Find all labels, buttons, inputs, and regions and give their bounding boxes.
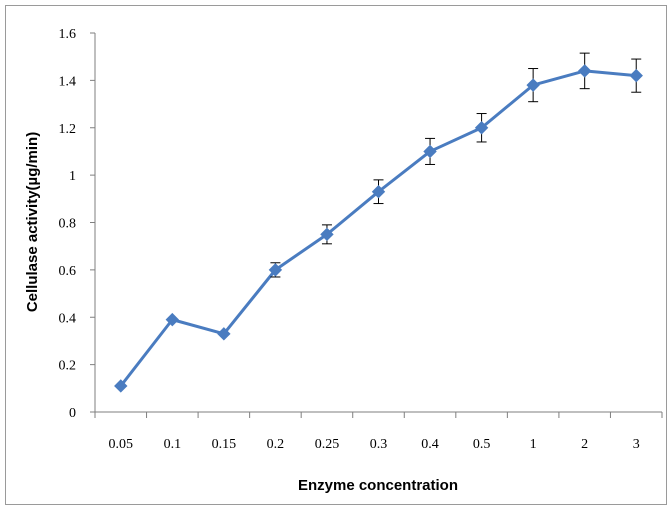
x-tick-label: 0.25	[315, 437, 340, 452]
x-tick-label: 1	[530, 437, 537, 452]
y-tick-label: 0.8	[59, 217, 77, 232]
series-line	[119, 69, 637, 387]
x-tick-label: 0.15	[212, 437, 237, 452]
y-tick-label: 0	[69, 406, 76, 421]
data-point	[371, 184, 386, 199]
x-tick-label: 0.2	[267, 437, 285, 452]
x-tick-label: 3	[633, 437, 640, 452]
data-point	[577, 64, 592, 78]
x-ticks: 0.05 0.1 0.15 0.2 0.25 0.3 0.4 0.5 1 2 3	[94, 412, 663, 452]
data-point	[423, 144, 437, 159]
data-point	[114, 379, 128, 393]
x-tick-label: 0.5	[473, 437, 491, 452]
x-tick-label: 0.3	[370, 437, 388, 452]
y-axis-title: Cellulase activity(µg/min)	[24, 132, 41, 312]
data-point	[165, 312, 180, 327]
y-tick-label: 0.4	[59, 311, 77, 326]
y-tick-label: 1	[69, 169, 76, 184]
data-point	[474, 121, 489, 135]
x-tick-label: 0.4	[421, 437, 439, 452]
data-point	[526, 78, 540, 92]
y-tick-label: 0.2	[59, 359, 77, 374]
x-tick-label: 2	[581, 437, 588, 452]
data-point	[629, 68, 643, 83]
y-tick-label: 1.6	[59, 27, 77, 42]
chart-frame	[5, 5, 667, 505]
data-point	[217, 327, 231, 341]
data-point	[320, 227, 334, 242]
x-axis-title: Enzyme concentration	[298, 477, 458, 494]
y-tick-label: 0.6	[59, 264, 77, 279]
series-layer	[114, 52, 643, 393]
x-tick-label: 0.1	[164, 437, 182, 452]
data-point	[268, 263, 283, 277]
y-tick-label: 1.2	[59, 122, 77, 137]
y-ticks: 0 0.2 0.4 0.6 0.8 1 1.2 1.4 1.6	[59, 27, 95, 421]
x-tick-label: 0.05	[109, 437, 134, 452]
axes	[94, 33, 662, 413]
y-tick-label: 1.4	[59, 74, 77, 89]
